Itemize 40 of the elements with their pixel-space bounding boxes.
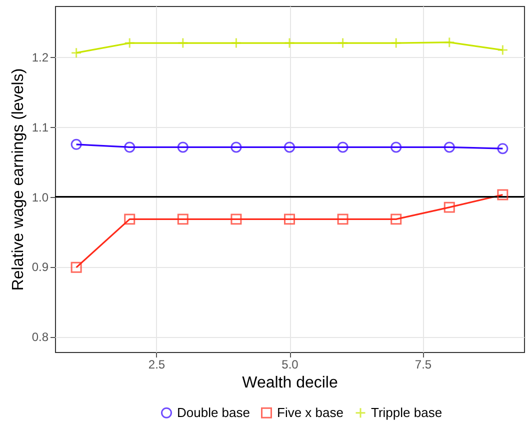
point xyxy=(390,142,402,153)
point xyxy=(337,214,348,225)
point xyxy=(497,44,508,56)
point xyxy=(337,142,348,153)
point xyxy=(284,38,295,49)
point xyxy=(230,214,242,225)
x-tick-label: 2.5 xyxy=(148,358,166,372)
point xyxy=(284,214,295,225)
point xyxy=(177,142,188,153)
point xyxy=(444,36,455,48)
point xyxy=(177,214,188,225)
point xyxy=(124,214,136,225)
point xyxy=(230,142,242,153)
point xyxy=(390,38,402,49)
point xyxy=(284,142,295,153)
point xyxy=(337,38,348,49)
point xyxy=(124,142,136,153)
y-axis-title: Relative wage earnings (levels) xyxy=(10,68,27,291)
y-tick-label: 1.2 xyxy=(32,50,49,65)
x-tick-label: 5.0 xyxy=(282,358,299,372)
point xyxy=(230,38,242,49)
point xyxy=(70,138,82,150)
point xyxy=(444,142,455,153)
point xyxy=(497,189,508,200)
legend-label: Tripple base xyxy=(371,404,442,420)
x-axis-title: Wealth decile xyxy=(242,374,338,392)
point xyxy=(70,47,82,58)
point xyxy=(390,214,402,225)
point xyxy=(70,262,82,273)
x-tick-label: 7.5 xyxy=(414,358,432,372)
y-tick-label: 1.0 xyxy=(32,190,49,204)
y-tick-label: 0.8 xyxy=(32,330,49,344)
point xyxy=(177,38,188,49)
y-tick-label: 0.9 xyxy=(32,260,49,274)
legend-label: Five x base xyxy=(277,404,344,420)
point xyxy=(124,38,136,49)
legend-label: Double base xyxy=(177,404,250,420)
point xyxy=(444,202,455,213)
y-tick-label: 1.1 xyxy=(32,120,49,134)
point xyxy=(497,143,508,154)
